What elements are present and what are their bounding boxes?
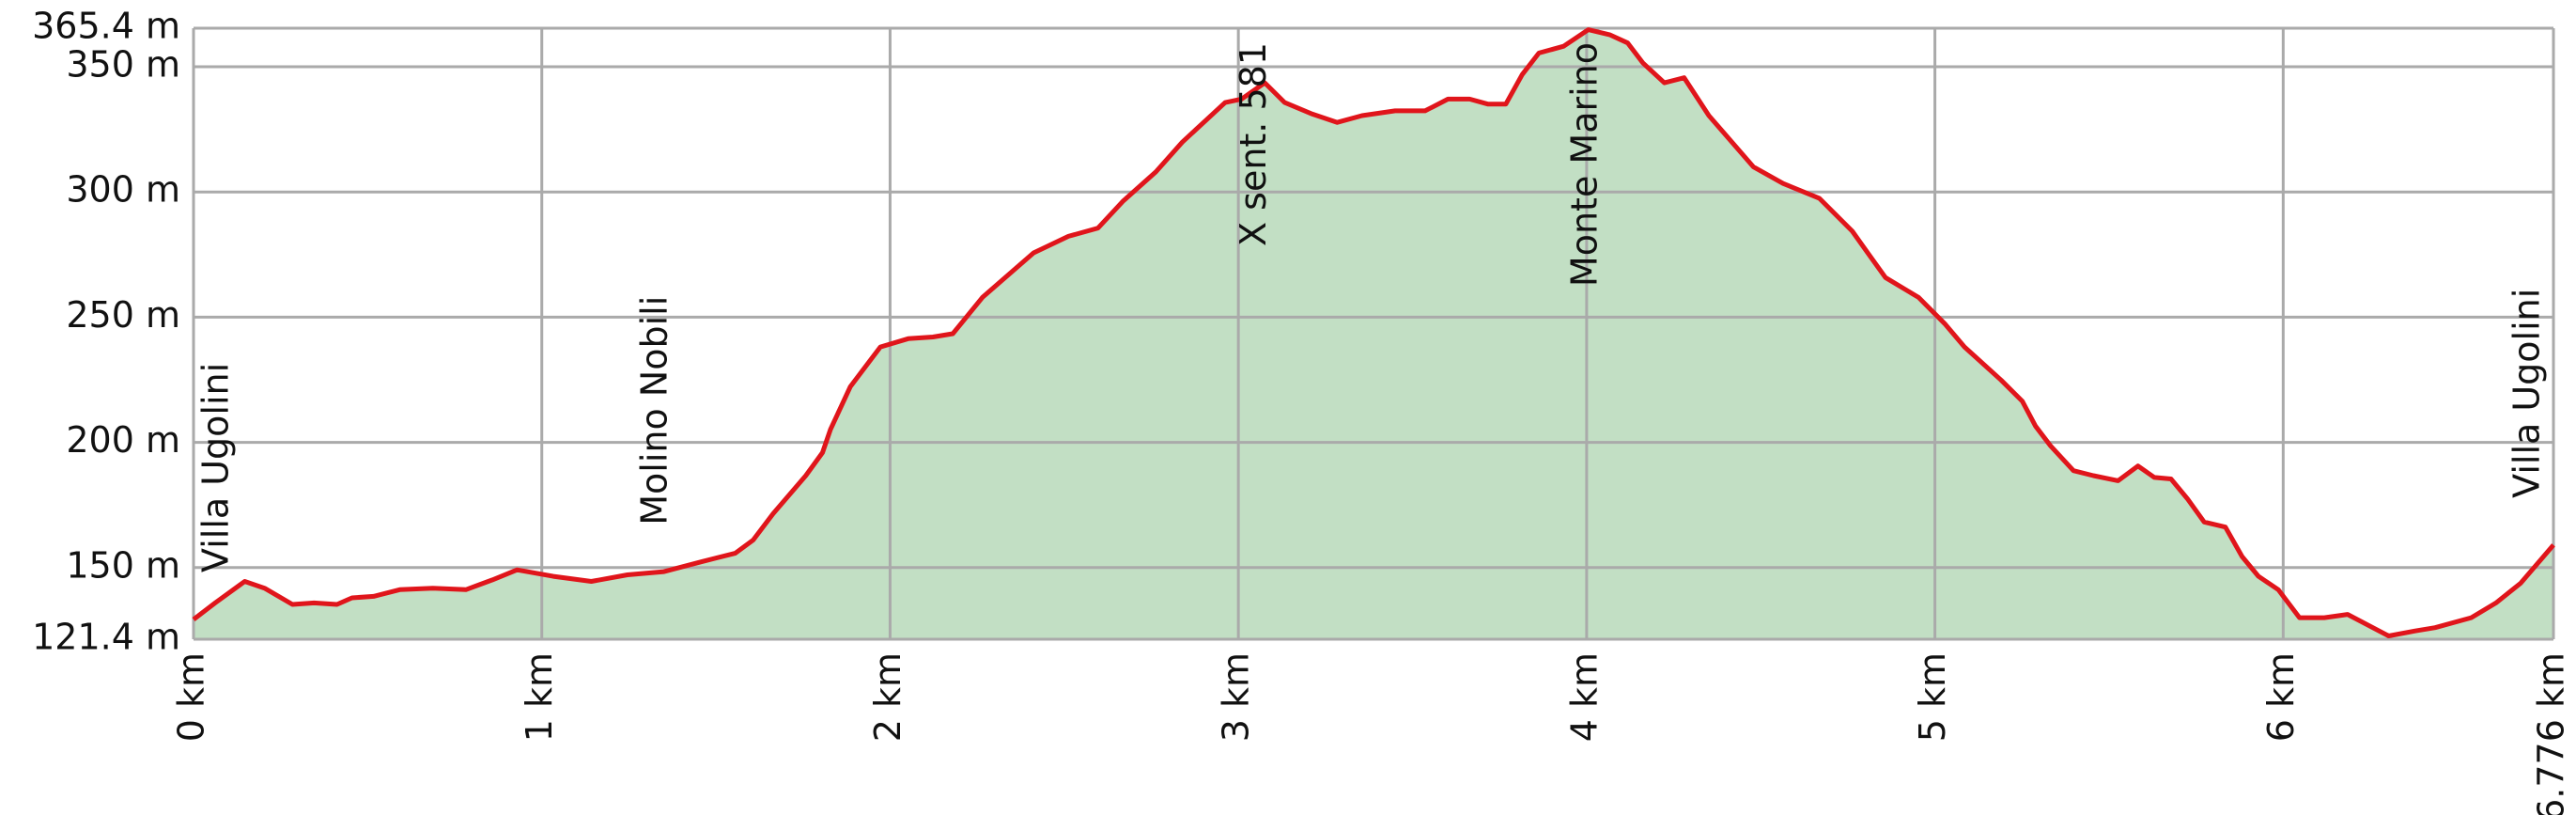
waypoint-label: Molino Nobili (634, 296, 675, 525)
y-tick-label: 250 m (66, 294, 180, 336)
x-tick-label: 0 km (171, 652, 212, 742)
x-tick-label: 2 km (867, 652, 908, 742)
waypoint-label: X sent. 581 (1233, 42, 1274, 246)
y-tick-label: 150 m (66, 544, 180, 586)
y-tick-label: 200 m (66, 419, 180, 461)
y-tick-label: 300 m (66, 169, 180, 211)
x-tick-label: 3 km (1216, 652, 1257, 742)
waypoint-label: Villa Ugolini (2506, 289, 2548, 498)
x-tick-label: 1 km (519, 652, 560, 742)
area-fill (194, 29, 2553, 640)
x-tick-label: 4 km (1563, 652, 1605, 742)
waypoint-label: Monte Marino (1563, 42, 1605, 287)
x-tick-label: 6 km (2260, 652, 2302, 742)
y-tick-label: 121.4 m (32, 617, 180, 658)
x-tick-label: 5 km (1912, 652, 1953, 742)
y-tick-label: 365.4 m (32, 6, 180, 47)
waypoint-label: Villa Ugolini (195, 363, 237, 572)
y-tick-label: 350 m (66, 44, 180, 86)
elevation-line (192, 27, 2555, 638)
x-tick-label: 6.776 km (2531, 652, 2572, 815)
